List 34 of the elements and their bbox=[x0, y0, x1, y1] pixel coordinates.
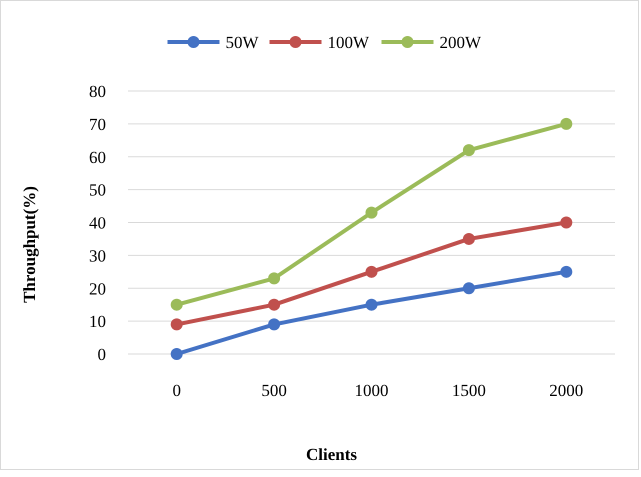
y-tick-label: 10 bbox=[89, 312, 106, 332]
y-tick-label: 40 bbox=[89, 214, 106, 232]
x-tick-label: 2000 bbox=[549, 381, 584, 400]
point bbox=[170, 318, 183, 330]
point bbox=[366, 298, 378, 311]
point bbox=[366, 206, 378, 219]
point bbox=[462, 282, 475, 294]
y-tick-label: 0 bbox=[98, 345, 106, 364]
y-tick-label: 50 bbox=[89, 180, 106, 200]
y-tick-label: 60 bbox=[89, 148, 106, 167]
y-tick-label: 70 bbox=[89, 114, 106, 134]
point bbox=[170, 298, 183, 311]
point bbox=[268, 272, 280, 284]
point bbox=[560, 216, 572, 228]
point bbox=[366, 266, 378, 278]
point bbox=[462, 232, 475, 245]
x-tick-label: 500 bbox=[261, 381, 287, 400]
legend-label: 200W bbox=[440, 33, 482, 52]
x-tick-label: 1500 bbox=[452, 381, 486, 400]
x-tick-label: 1000 bbox=[354, 381, 388, 400]
point bbox=[268, 298, 280, 311]
y-axis-title: Throughput(%) bbox=[20, 186, 39, 303]
legend-label: 50W bbox=[226, 33, 260, 52]
y-tick-label: 30 bbox=[89, 246, 106, 266]
point bbox=[462, 144, 475, 156]
x-axis-title: Clients bbox=[306, 445, 358, 464]
point bbox=[268, 318, 280, 330]
point bbox=[560, 118, 572, 130]
point bbox=[170, 348, 183, 360]
point bbox=[560, 266, 572, 278]
y-tick-label: 20 bbox=[89, 279, 106, 298]
legend-label: 100W bbox=[328, 33, 370, 52]
y-tick-label: 80 bbox=[89, 82, 106, 101]
x-tick-label: 0 bbox=[172, 381, 181, 400]
